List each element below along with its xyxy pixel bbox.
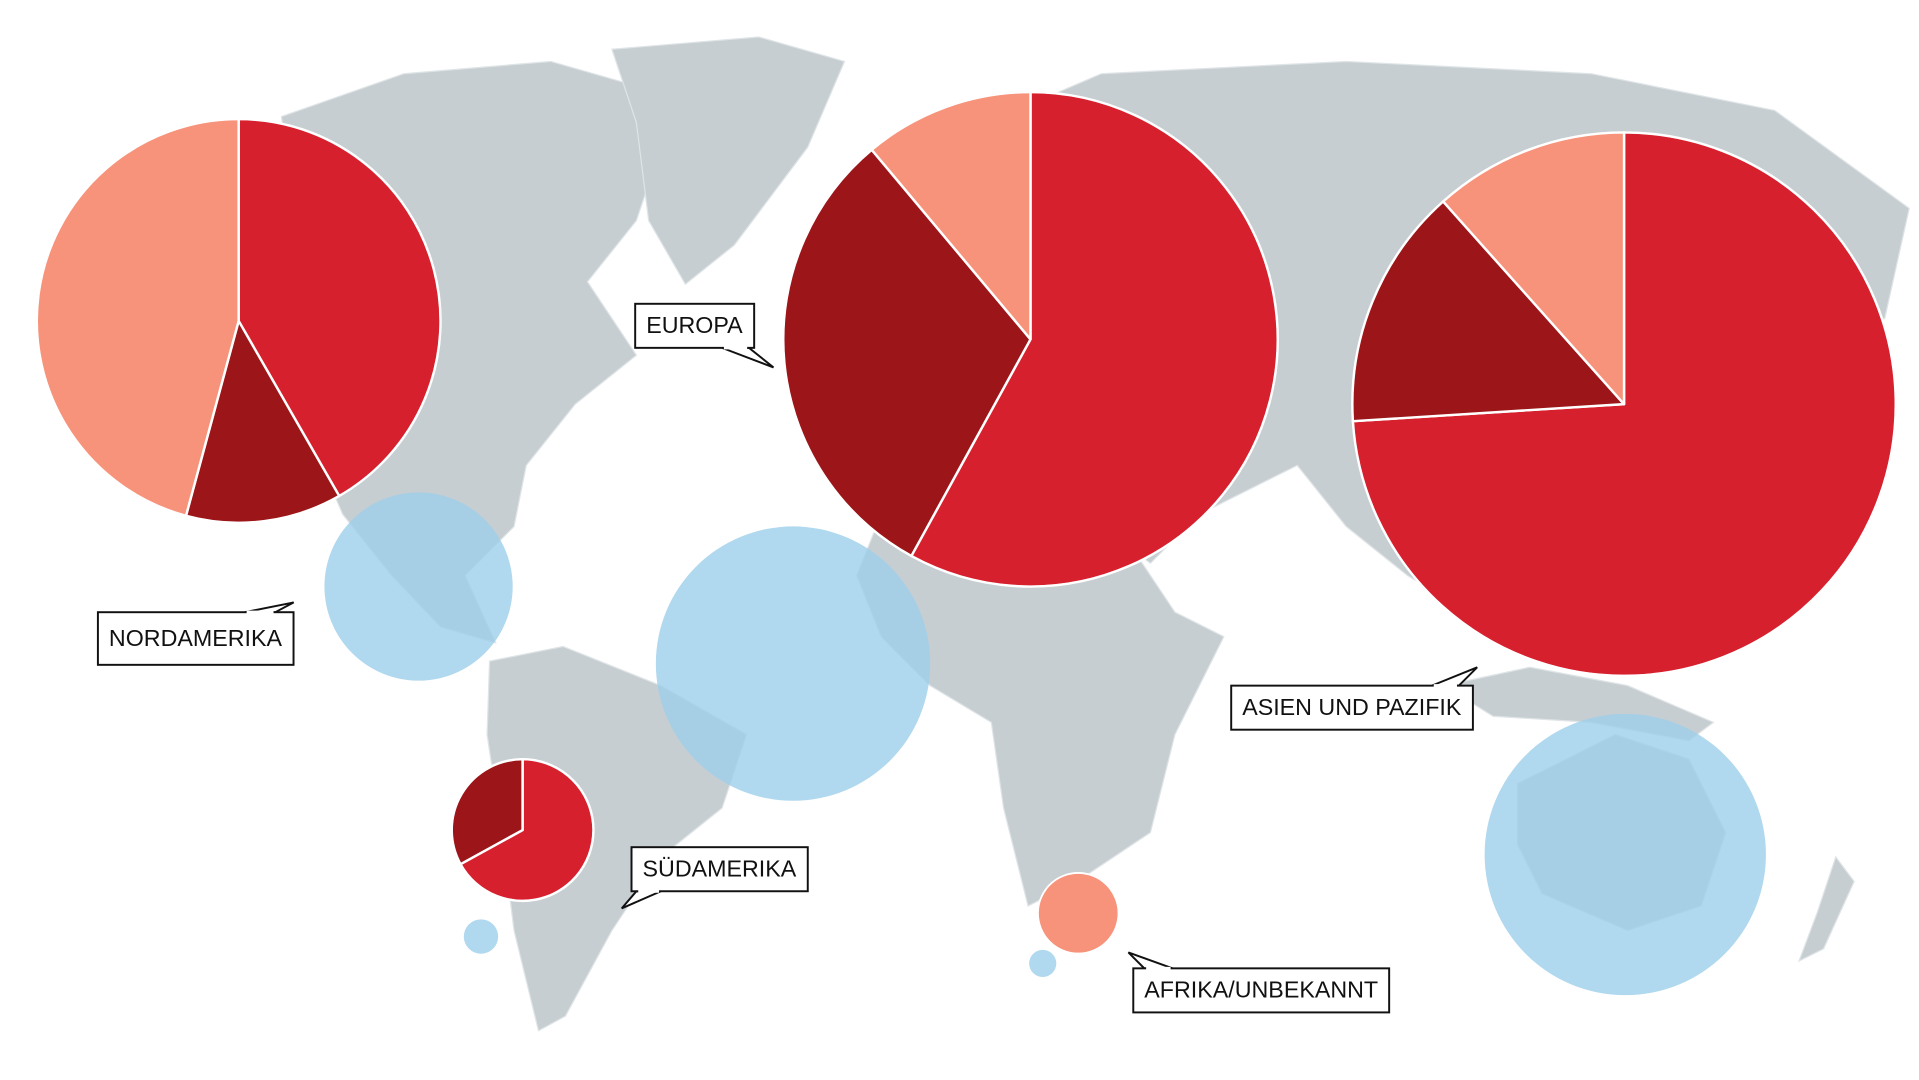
reference-circle — [1484, 713, 1766, 996]
reference-circle — [655, 526, 931, 801]
callout-box — [630, 846, 809, 893]
pie-outline — [450, 758, 595, 902]
callout-box — [1132, 967, 1391, 1014]
pies — [35, 90, 1897, 955]
region-label: SÜDAMERIKA — [643, 856, 797, 882]
callout-pointer — [1127, 951, 1173, 970]
pie-outline — [35, 118, 442, 524]
callout-pointer — [721, 346, 775, 369]
callout-box — [1230, 684, 1474, 731]
pie-outline — [1351, 131, 1897, 677]
reference-circles — [324, 492, 1766, 996]
callouts: NORDAMERIKA EUROPA ASIEN UND PAZIFIK SÜDAME… — [96, 302, 1478, 1014]
callout: EUROPA — [634, 302, 775, 369]
region-label: EUROPA — [646, 312, 743, 338]
region-label: ASIEN UND PAZIFIK — [1242, 694, 1462, 720]
region-label: NORDAMERIKA — [109, 625, 283, 651]
callout-box — [634, 302, 756, 349]
reference-circle — [324, 492, 513, 681]
callout: SÜDAMERIKA — [620, 846, 809, 910]
callout: ASIEN UND PAZIFIK — [1230, 666, 1478, 731]
callout: AFRIKA/UNBEKANNT — [1127, 951, 1391, 1014]
callout: NORDAMERIKA — [96, 601, 295, 666]
reference-circle — [1029, 949, 1057, 978]
greenland — [611, 36, 846, 286]
region-label: AFRIKA/UNBEKANNT — [1144, 977, 1378, 1003]
pie-outline — [782, 91, 1279, 588]
callout-box — [96, 611, 295, 666]
reference-circle — [463, 919, 499, 954]
pie-slice — [1037, 872, 1119, 954]
new-zealand — [1797, 855, 1855, 963]
pie-outline — [1036, 872, 1120, 955]
